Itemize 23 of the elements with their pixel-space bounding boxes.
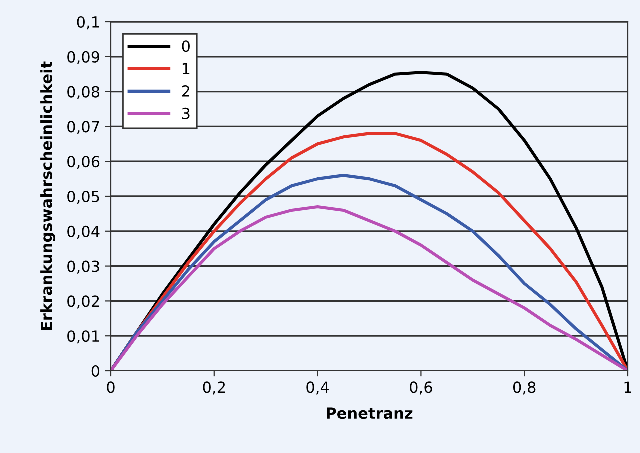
y-tick-label: 0,03: [68, 260, 100, 274]
x-axis-title: Penetranz: [327, 408, 413, 420]
x-tick-label: 0,8: [513, 382, 536, 395]
y-tick-label: 0,01: [68, 330, 100, 344]
y-tick-label: 0,04: [68, 226, 100, 239]
y-tick-label: 0,06: [68, 156, 100, 170]
y-tick-label: 0: [92, 365, 100, 378]
legend-label: 1: [182, 63, 190, 74]
y-tick-label: 0,08: [68, 86, 100, 100]
legend-label: 3: [182, 108, 190, 120]
x-tick-label: 1: [624, 382, 632, 394]
x-tick-label: 0,6: [410, 382, 432, 395]
x-tick-label: 0,2: [203, 382, 226, 395]
y-tick-label: 0,09: [68, 51, 100, 64]
x-tick-label: 0,4: [306, 382, 330, 395]
legend-label: 2: [182, 85, 190, 97]
y-tick-label: 0,02: [68, 296, 100, 309]
x-tick-label: 0: [107, 382, 115, 394]
y-axis-title: Erkrankungswahrscheinlichkeit: [40, 62, 56, 330]
y-tick-label: 0,1: [77, 16, 100, 30]
y-tick-label: 0,05: [68, 190, 100, 204]
legend-label: 0: [182, 40, 190, 52]
y-tick-label: 0,07: [68, 121, 100, 134]
